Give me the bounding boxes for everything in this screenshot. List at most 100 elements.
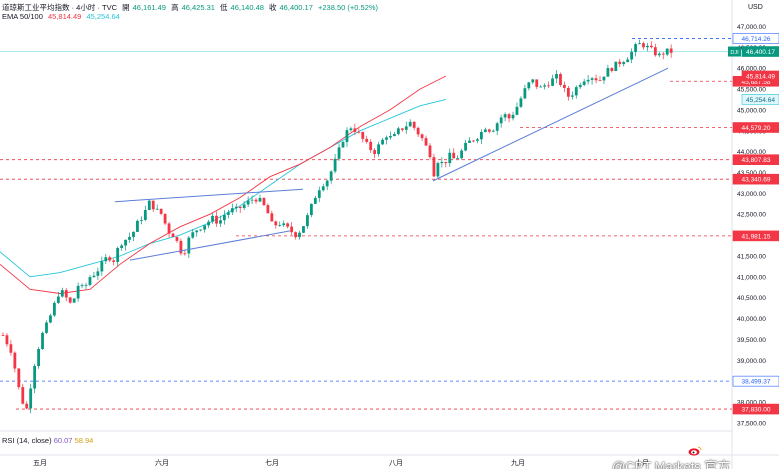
candle-body (337, 147, 341, 159)
y-tick-label: 40,500.00 (737, 295, 766, 302)
rsi-label[interactable]: RSI (14, close) (2, 436, 52, 445)
candle-body (112, 260, 116, 262)
level-lines (0, 38, 732, 410)
candle-body (448, 152, 452, 164)
candle-body (669, 48, 673, 53)
ema-label[interactable]: EMA 50/100 (2, 12, 43, 21)
candle-body (187, 237, 191, 254)
high-value: 46,425.31 (181, 3, 215, 12)
level-tag-bg (732, 122, 779, 133)
candle-body (606, 68, 610, 77)
candle-body (456, 158, 460, 159)
candle-body (365, 138, 369, 142)
y-tick-label: 45,500.00 (737, 87, 766, 94)
candle-body (33, 366, 37, 389)
price-tags: 46,714.26 45,687.58 44,579.20 43,807.83 43,3… (728, 33, 779, 415)
candle-body (306, 215, 309, 227)
ema-lines (0, 75, 447, 294)
candle-body (226, 212, 230, 215)
candle-body (377, 144, 380, 155)
y-tick-label: 39,000.00 (737, 358, 766, 365)
candle-body (555, 74, 558, 79)
open-label: 開 (122, 3, 130, 12)
candle-body (511, 114, 515, 119)
y-tick-label: 44,000.00 (737, 149, 766, 156)
candle-body (385, 137, 388, 140)
candle-body (472, 140, 475, 142)
y-tick-label: 45,000.00 (737, 107, 766, 114)
close-label: 收 (269, 3, 277, 12)
low-label: 低 (220, 3, 228, 12)
price-tag-bg (741, 70, 779, 82)
symbol-name[interactable]: 道琼斯工业平均指数 · 4小时 · TVC (2, 3, 118, 12)
symbol-header: 道琼斯工业平均指数 · 4小时 · TVC 開 46,161.49 高 46,425… (2, 2, 381, 13)
candle-body (37, 349, 40, 367)
candle-body (646, 45, 649, 48)
candle-body (132, 231, 135, 238)
candle-body (400, 128, 404, 130)
candle-body (230, 208, 234, 213)
candle-body (357, 131, 361, 133)
candle-body (436, 163, 440, 177)
candle-body (653, 47, 657, 56)
candle-body (1, 335, 5, 337)
rsi-value-2: 58.94 (74, 436, 94, 445)
candle-body (116, 247, 120, 262)
candle-body (159, 208, 163, 214)
candle-body (223, 214, 226, 221)
candle-body (136, 220, 139, 232)
candle-body (578, 84, 582, 88)
x-tick-label: 七月 (265, 458, 279, 467)
candle-body (539, 86, 543, 88)
candle-body (412, 121, 416, 128)
candle-body (503, 114, 507, 118)
candle-body (266, 205, 270, 214)
candle-body (389, 136, 392, 138)
candle-body (64, 290, 68, 298)
candle-body (151, 200, 155, 210)
trendlines-layer (114, 67, 669, 261)
candle-body (614, 61, 618, 72)
candle-body (325, 180, 329, 187)
candle-body (219, 220, 222, 224)
ema-header: EMA 50/100 45,814.49 45,254.64 (2, 12, 123, 21)
candle-body (566, 87, 570, 97)
candle-body (626, 59, 630, 63)
candle-body (468, 140, 471, 143)
level-tag-label: 46,714.26 (742, 36, 771, 43)
candle-body (298, 232, 301, 238)
watermark: @CPT Markets 官方 (612, 459, 731, 469)
candle-body (45, 322, 48, 333)
candle-body (519, 98, 523, 107)
y-tick-label: 37,500.00 (737, 420, 766, 427)
candle-body (634, 44, 637, 52)
candle-body (96, 271, 100, 276)
candle-body (582, 81, 586, 85)
candle-body (393, 134, 396, 137)
candle-body (483, 129, 487, 132)
open-value: 46,161.49 (132, 3, 166, 12)
y-tick-label: 43,500.00 (737, 170, 766, 177)
price-tag-bg (741, 94, 779, 105)
level-tag-bg (732, 403, 779, 415)
price-axis: USD37,500.0038,000.0038,500.0039,000.003… (737, 4, 766, 427)
candle-body (88, 277, 92, 285)
candle-body (171, 233, 175, 237)
candle-body (349, 128, 353, 131)
candle-body (408, 121, 412, 127)
candle-body (242, 204, 246, 209)
trendline (432, 67, 669, 182)
candle-body (594, 78, 598, 81)
candle-body (598, 80, 602, 82)
x-tick-label: 八月 (389, 459, 403, 467)
price-tag-label: 46,400.17 (746, 49, 775, 56)
candle-body (602, 76, 606, 81)
candle-body (610, 68, 614, 72)
candle-body (270, 213, 274, 222)
candle-body (361, 132, 365, 139)
candle-body (203, 225, 207, 230)
candle-body (294, 232, 297, 238)
candle-body (507, 114, 511, 119)
candle-body (515, 106, 519, 115)
